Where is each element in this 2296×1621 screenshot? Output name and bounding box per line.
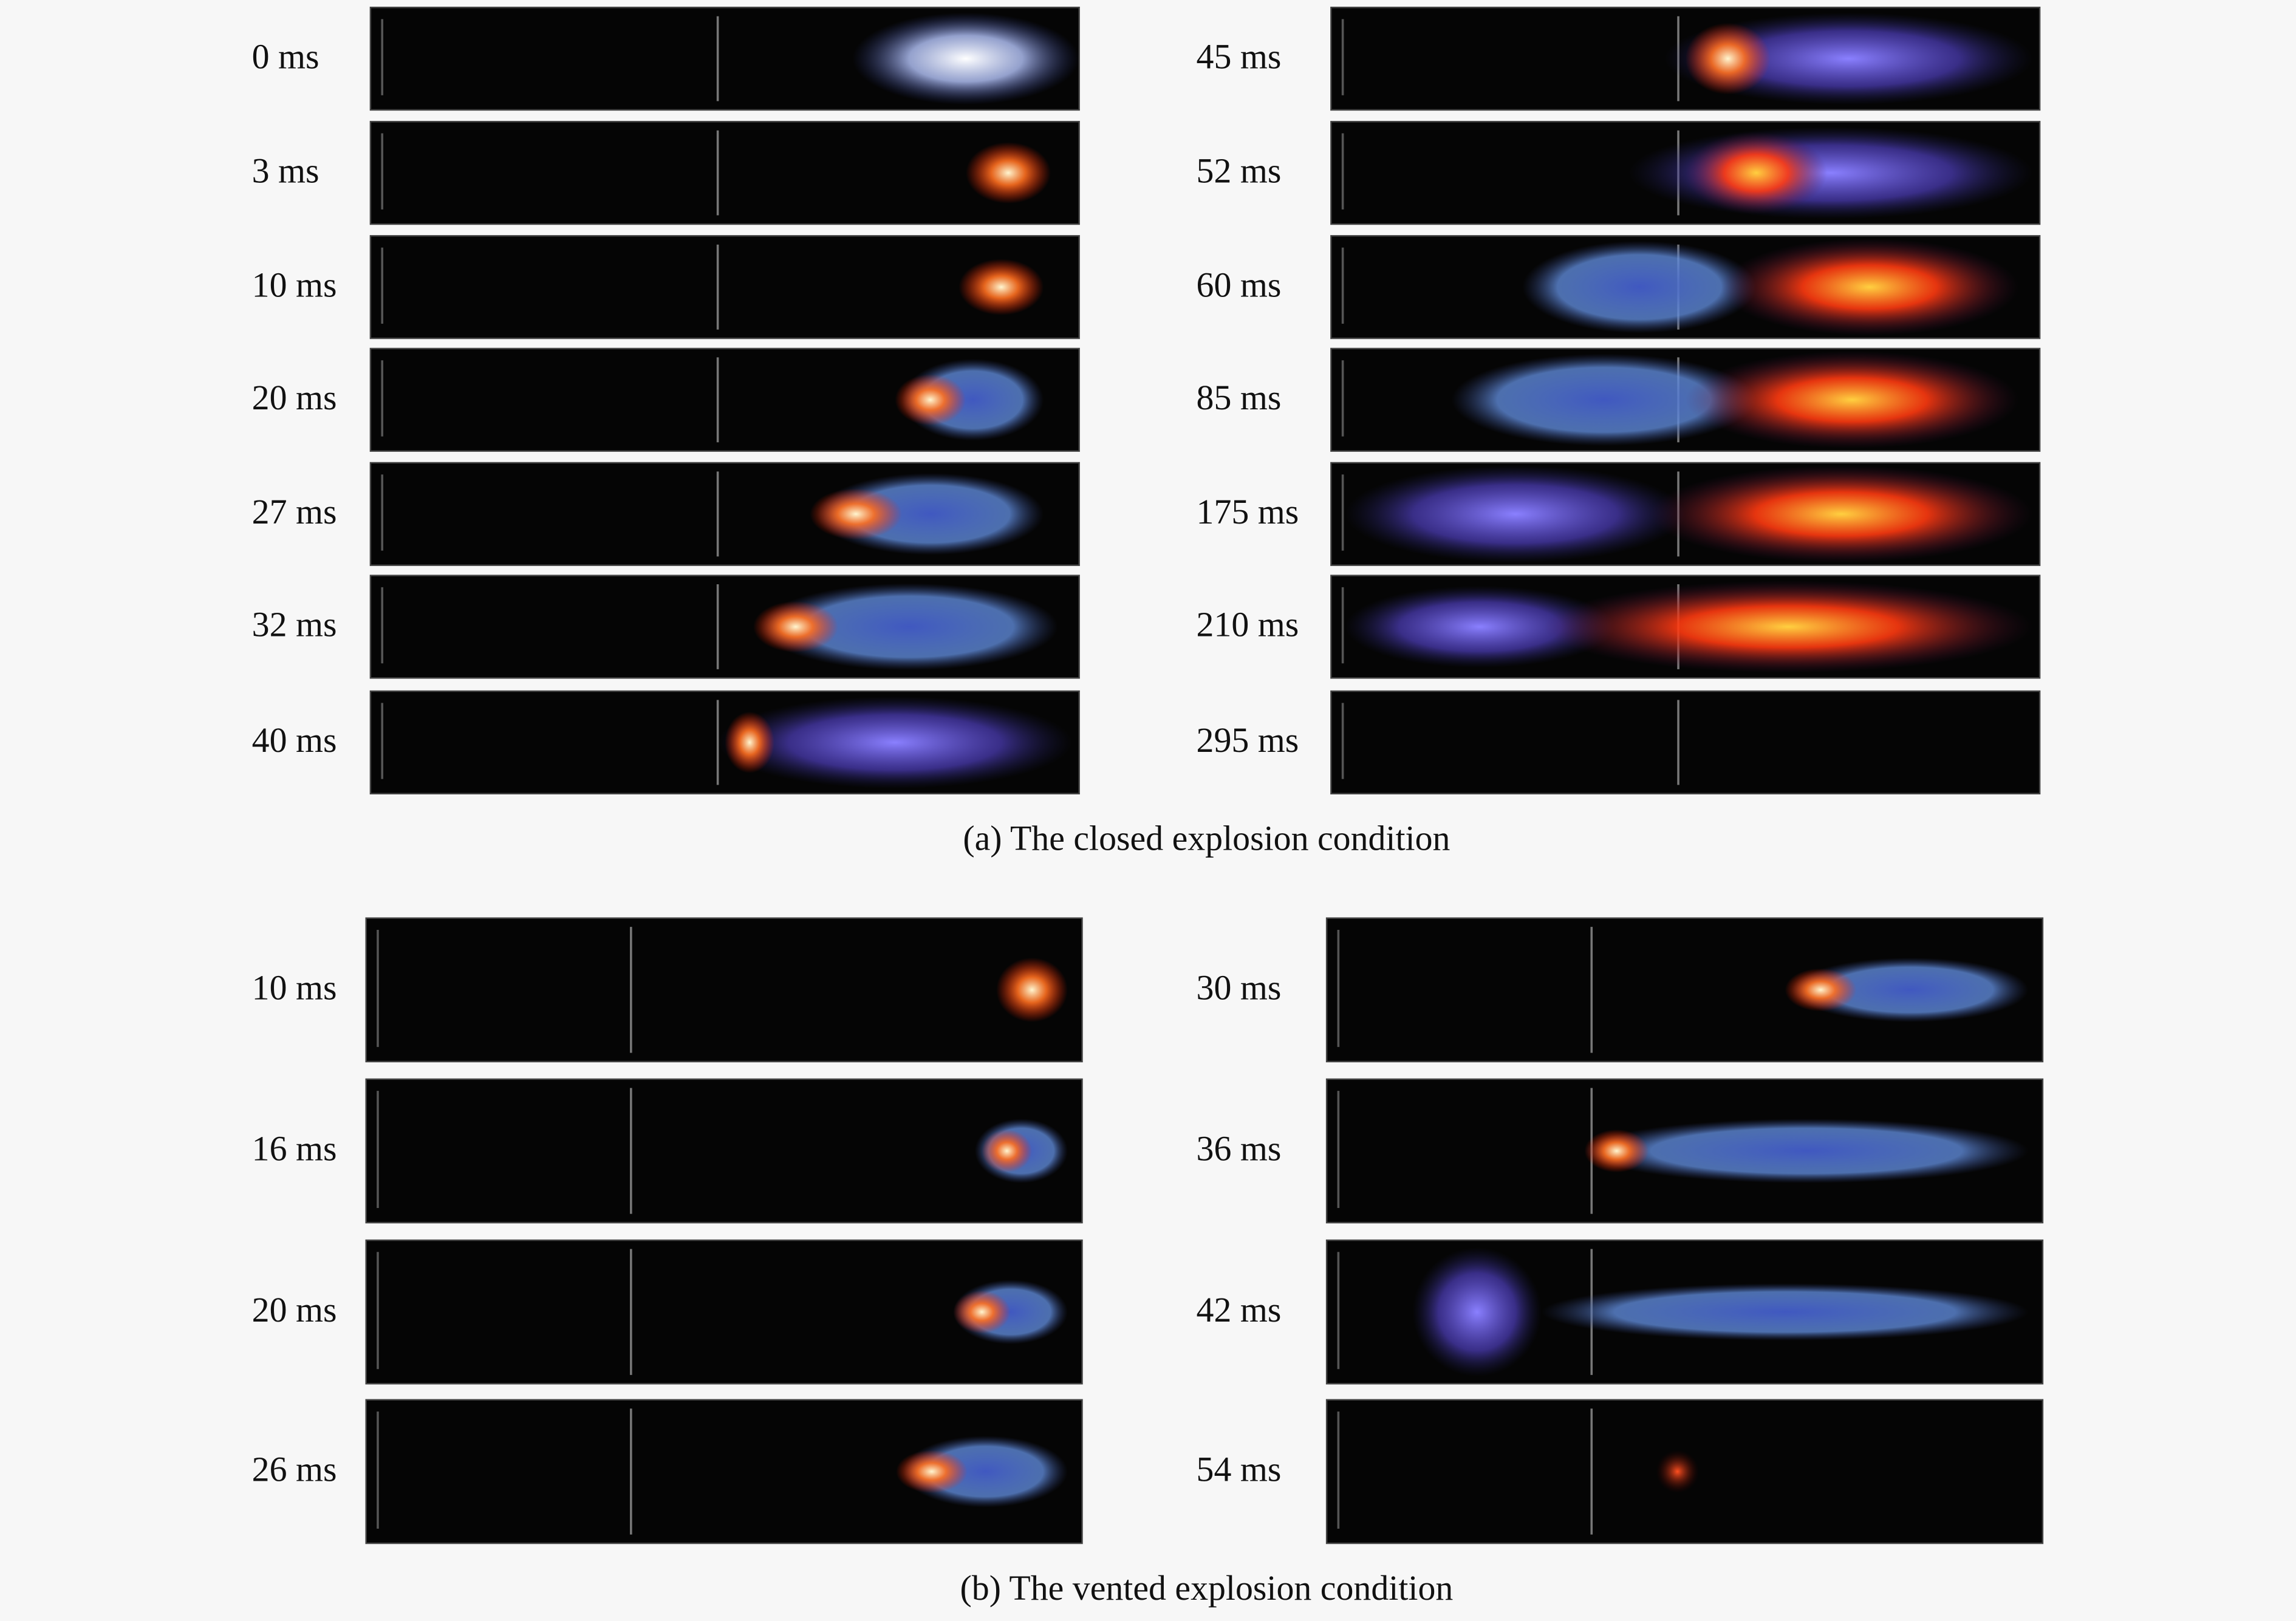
flame	[1650, 465, 2033, 563]
time-label: 30 ms	[1197, 968, 1282, 1008]
time-label: 60 ms	[1197, 265, 1282, 304]
caption: (a) The closed explosion condition	[963, 819, 1450, 858]
time-label: 27 ms	[252, 492, 337, 531]
time-label: 16 ms	[252, 1129, 337, 1169]
frame	[1330, 7, 2041, 111]
time-label: 45 ms	[1197, 36, 1282, 76]
flame	[1451, 353, 1757, 446]
time-label: 85 ms	[1197, 378, 1282, 417]
flame	[1792, 957, 2029, 1022]
frame	[1330, 462, 2041, 566]
flame	[1685, 351, 2019, 449]
flame	[1541, 1283, 2029, 1341]
frame	[369, 690, 1080, 794]
flame	[1345, 465, 1686, 563]
frame	[1325, 1399, 2044, 1544]
time-label: 10 ms	[252, 265, 337, 304]
flame	[1685, 22, 1771, 95]
frame	[369, 347, 1080, 452]
frame	[369, 575, 1080, 679]
flame	[1543, 581, 2033, 673]
caption: (b) The vented explosion condition	[960, 1568, 1454, 1608]
flame	[958, 259, 1044, 316]
flame	[1721, 238, 2019, 336]
time-label: 54 ms	[1197, 1450, 1282, 1489]
frame-image	[365, 917, 1083, 1063]
flame	[895, 374, 966, 426]
frame	[365, 917, 1083, 1063]
flame	[896, 1450, 968, 1493]
frame-image	[1330, 690, 2041, 794]
time-label: 36 ms	[1197, 1129, 1282, 1169]
time-label: 295 ms	[1197, 720, 1299, 760]
flame	[1584, 1129, 1649, 1173]
flame	[1412, 1247, 1542, 1377]
flame	[1685, 132, 1828, 214]
frame	[365, 1239, 1083, 1385]
flame	[753, 601, 838, 653]
time-label: 32 ms	[252, 605, 337, 644]
flame	[760, 583, 1058, 671]
time-label: 40 ms	[252, 720, 337, 760]
time-label: 26 ms	[252, 1450, 337, 1489]
time-label: 52 ms	[1197, 151, 1282, 190]
frame	[365, 1399, 1083, 1544]
frame	[1325, 1078, 2044, 1224]
frame-image	[365, 1078, 1083, 1224]
time-label: 20 ms	[252, 378, 337, 417]
frame	[369, 462, 1080, 566]
flame	[1345, 585, 1615, 668]
frame	[1330, 575, 2041, 679]
frame	[365, 1078, 1083, 1224]
frame	[1325, 1239, 2044, 1385]
frame	[1330, 121, 2041, 225]
time-label: 10 ms	[252, 968, 337, 1008]
flame	[1522, 241, 1757, 333]
flame	[852, 12, 1079, 105]
frame	[369, 121, 1080, 225]
flame	[717, 696, 1073, 789]
flame	[1656, 1450, 1700, 1493]
flame	[810, 488, 902, 540]
time-label: 210 ms	[1197, 605, 1299, 644]
time-label: 20 ms	[252, 1290, 337, 1329]
frame	[1330, 347, 2041, 452]
frame	[1325, 917, 2044, 1063]
time-label: 3 ms	[252, 151, 319, 190]
time-label: 0 ms	[252, 36, 319, 76]
frame-image	[369, 121, 1080, 225]
frame	[1330, 235, 2041, 340]
flame	[966, 142, 1051, 204]
flame	[982, 1129, 1032, 1173]
flame	[996, 957, 1068, 1022]
flame	[1584, 1118, 2029, 1184]
frame	[1330, 690, 2041, 794]
flame	[1785, 968, 1857, 1012]
flame	[953, 1290, 1011, 1334]
time-label: 42 ms	[1197, 1290, 1282, 1329]
frame	[369, 235, 1080, 340]
time-label: 175 ms	[1197, 492, 1299, 531]
flame	[725, 711, 774, 774]
frame	[369, 7, 1080, 111]
